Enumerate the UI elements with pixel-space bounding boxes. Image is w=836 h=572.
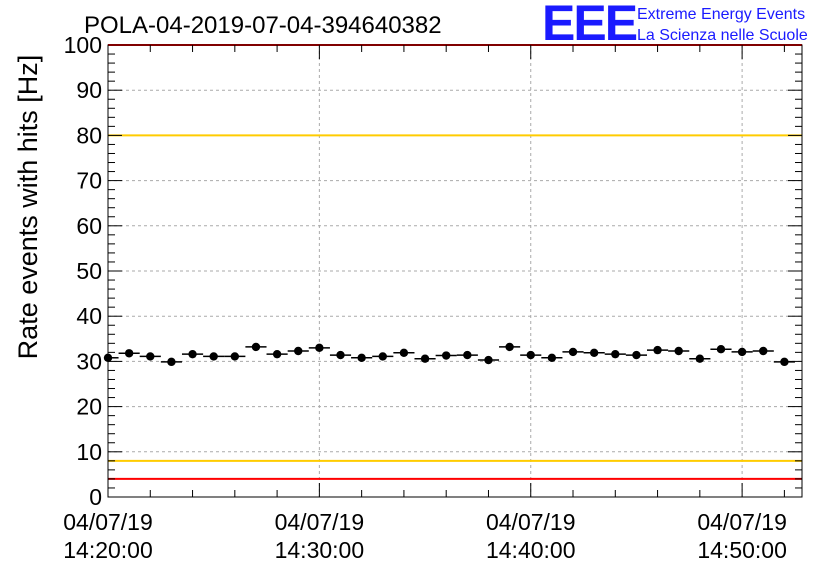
data-point bbox=[251, 342, 261, 352]
data-point bbox=[399, 348, 409, 358]
logo-letters: EEE bbox=[542, 0, 637, 51]
data-point bbox=[568, 347, 578, 357]
data-point bbox=[780, 357, 789, 367]
data-point bbox=[230, 352, 240, 361]
logo-line-2: La Scienza nelle Scuole bbox=[637, 27, 808, 44]
reference-lines bbox=[108, 44, 802, 480]
data-point bbox=[103, 353, 113, 362]
x-tick-date: 04/07/19 bbox=[275, 509, 365, 535]
data-point bbox=[146, 352, 155, 361]
x-tick-date: 04/07/19 bbox=[697, 509, 787, 535]
data-point bbox=[674, 346, 683, 356]
data-point bbox=[441, 351, 451, 360]
y-tick-label: 70 bbox=[76, 168, 102, 194]
grid bbox=[108, 45, 802, 497]
data-point bbox=[484, 355, 493, 365]
y-ticks: 0 10 20 30 40 50 60 70 80 90 100 bbox=[64, 32, 802, 510]
data-point bbox=[505, 342, 514, 352]
x-tick-date: 04/07/19 bbox=[486, 509, 576, 535]
data-points bbox=[103, 342, 795, 367]
x-ticks: 04/07/1914:20:0004/07/1914:30:0004/07/19… bbox=[63, 45, 787, 563]
y-tick-label: 10 bbox=[76, 439, 102, 465]
data-point bbox=[737, 347, 747, 357]
data-point bbox=[294, 346, 303, 356]
data-point bbox=[209, 352, 218, 361]
y-axis-label: Rate events with hits [Hz] bbox=[13, 55, 43, 360]
logo: EEE Extreme Energy Events La Scienza nel… bbox=[542, 0, 808, 51]
y-tick-label: 0 bbox=[89, 484, 102, 510]
data-point bbox=[526, 350, 535, 360]
data-point bbox=[547, 353, 557, 362]
data-point bbox=[716, 344, 726, 354]
data-point bbox=[315, 343, 324, 353]
data-point bbox=[357, 353, 366, 362]
data-point bbox=[420, 354, 430, 363]
data-point bbox=[632, 350, 641, 360]
data-point bbox=[124, 349, 134, 358]
logo-line-1: Extreme Energy Events bbox=[637, 6, 805, 23]
x-tick-time: 14:30:00 bbox=[275, 537, 365, 563]
y-tick-label: 30 bbox=[76, 348, 102, 374]
data-point bbox=[695, 354, 705, 363]
x-tick-date: 04/07/19 bbox=[63, 509, 153, 535]
x-tick-time: 14:20:00 bbox=[63, 537, 153, 563]
y-tick-label: 80 bbox=[76, 122, 102, 148]
y-tick-label: 20 bbox=[76, 394, 102, 420]
data-point bbox=[759, 346, 768, 356]
y-tick-label: 50 bbox=[76, 258, 102, 284]
data-point bbox=[611, 349, 620, 359]
x-tick-time: 14:50:00 bbox=[697, 537, 787, 563]
data-point bbox=[272, 349, 282, 359]
y-tick-label: 60 bbox=[76, 213, 102, 239]
chart-title: POLA-04-2019-07-04-394640382 bbox=[84, 12, 442, 39]
y-tick-label: 100 bbox=[64, 32, 102, 58]
data-point bbox=[378, 352, 387, 361]
data-point bbox=[188, 349, 197, 359]
data-point bbox=[167, 357, 176, 367]
data-point bbox=[589, 348, 599, 358]
data-point bbox=[463, 350, 472, 360]
x-tick-time: 14:40:00 bbox=[486, 537, 576, 563]
y-tick-label: 40 bbox=[76, 303, 102, 329]
data-point bbox=[653, 345, 662, 355]
y-tick-label: 90 bbox=[76, 77, 102, 103]
data-point bbox=[336, 350, 345, 360]
